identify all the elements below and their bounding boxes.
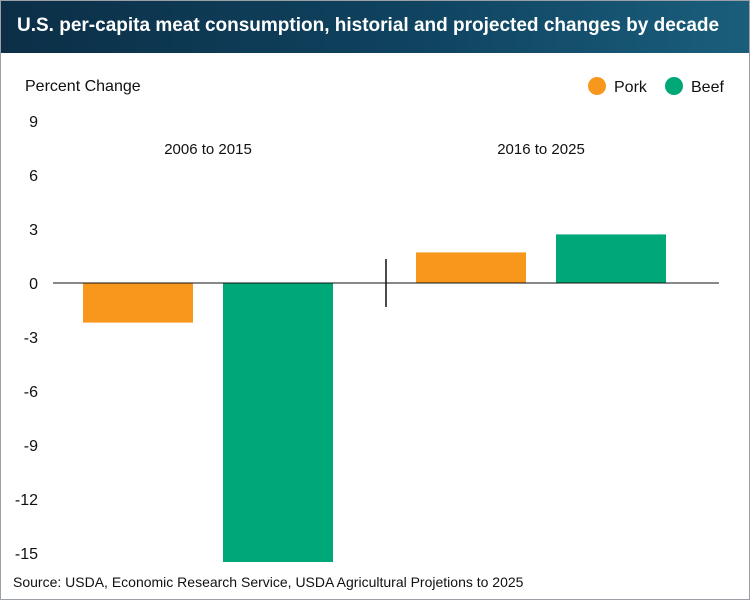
y-axis-ticks: 9 6 3 0 -3 -6 -9 -12 -15 <box>15 114 38 563</box>
bar-beef-1 <box>223 283 333 562</box>
source-note: Source: USDA, Economic Research Service,… <box>13 574 524 590</box>
category-label: 2006 to 2015 <box>164 141 252 158</box>
legend-swatch-pork <box>588 77 606 95</box>
y-tick-label: -12 <box>15 492 38 509</box>
y-tick-label: -3 <box>24 330 38 347</box>
chart-title: U.S. per-capita meat consumption, histor… <box>17 15 720 36</box>
y-axis-label: Percent Change <box>25 78 141 95</box>
y-tick-label: 9 <box>29 114 38 131</box>
legend: Pork Beef <box>588 77 724 96</box>
title-bar: U.S. per-capita meat consumption, histor… <box>1 1 749 53</box>
y-tick-label: 3 <box>29 222 38 239</box>
y-tick-label: -9 <box>24 438 38 455</box>
legend-swatch-beef <box>665 77 683 95</box>
category-label: 2016 to 2025 <box>497 141 585 158</box>
bar-pork-2 <box>416 252 526 283</box>
bar-pork-1 <box>83 283 193 323</box>
bar-chart: Percent Change Pork Beef 9 6 3 0 -3 -6 -9 -12 -15… <box>15 77 724 563</box>
category-labels: 2006 to 2015 2016 to 2025 <box>164 141 585 158</box>
legend-label-beef: Beef <box>691 79 724 96</box>
bar-beef-2 <box>556 234 666 283</box>
y-tick-label: -6 <box>24 384 38 401</box>
y-tick-label: -15 <box>15 546 38 563</box>
legend-label-pork: Pork <box>614 79 648 96</box>
y-tick-label: 0 <box>29 276 38 293</box>
y-tick-label: 6 <box>29 168 38 185</box>
bars <box>83 234 666 562</box>
